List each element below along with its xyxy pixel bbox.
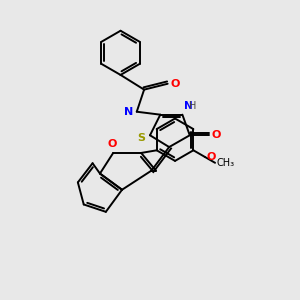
Text: O: O [206,152,216,162]
Text: N: N [124,107,133,117]
Text: S: S [138,133,146,142]
Text: N: N [184,101,193,111]
Text: CH₃: CH₃ [217,158,235,168]
Text: O: O [211,130,220,140]
Text: O: O [170,79,179,89]
Text: H: H [189,101,196,111]
Text: O: O [107,139,116,148]
